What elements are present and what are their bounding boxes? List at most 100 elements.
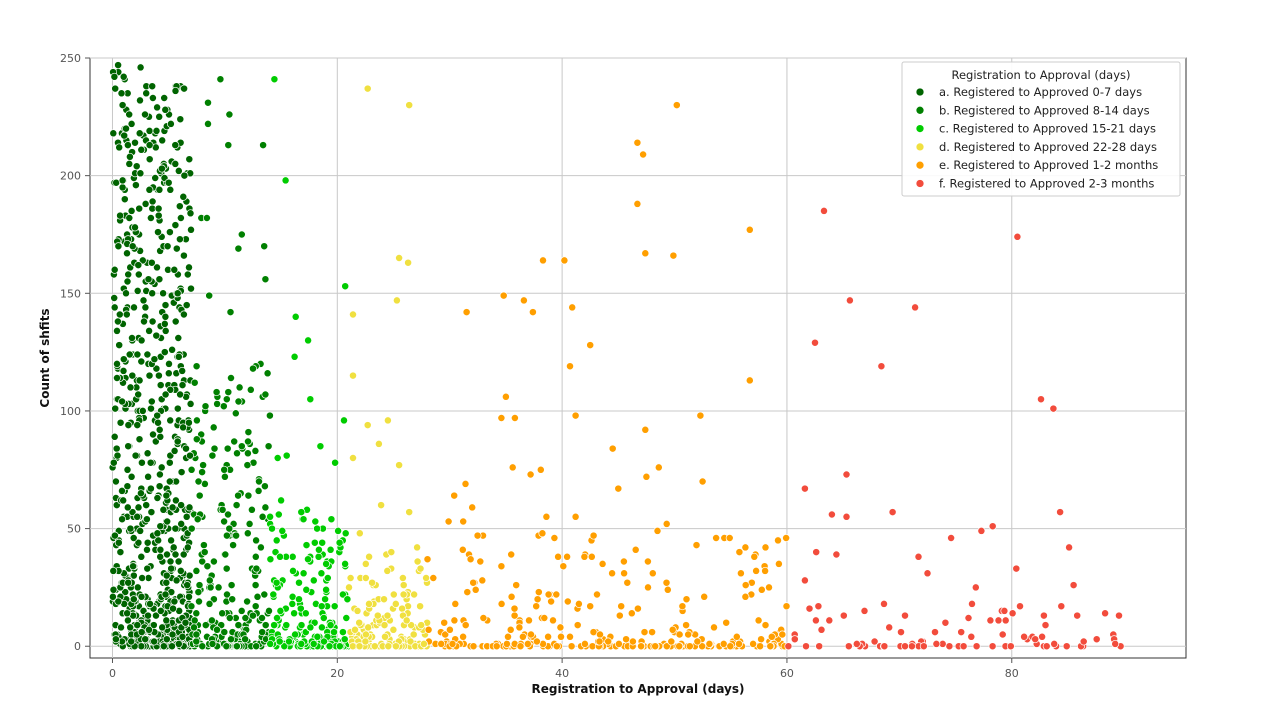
scatter-point (205, 576, 214, 585)
scatter-point (187, 465, 196, 474)
scatter-point (163, 242, 172, 251)
scatter-point (550, 534, 559, 542)
scatter-point (563, 552, 572, 561)
scatter-point (306, 395, 315, 404)
scatter-point (800, 576, 809, 585)
scatter-point (110, 531, 119, 540)
scatter-point (168, 630, 177, 639)
scatter-point (757, 635, 766, 644)
scatter-point (269, 590, 278, 599)
scatter-point (133, 583, 142, 592)
scatter-point (261, 621, 270, 630)
scatter-point (151, 437, 160, 446)
scatter-point (155, 470, 164, 479)
scatter-point (387, 548, 396, 557)
scatter-point (492, 642, 501, 651)
scatter-point (820, 206, 828, 215)
scatter-point (870, 637, 879, 646)
legend-marker (915, 142, 925, 152)
scatter-point (288, 552, 297, 561)
scatter-point (171, 496, 180, 505)
scatter-point (205, 599, 214, 608)
scatter-point (118, 397, 127, 406)
scatter-point (225, 110, 234, 119)
scatter-point (225, 524, 234, 533)
scatter-point (380, 621, 389, 630)
scatter-point (185, 155, 194, 164)
scatter-point (348, 642, 357, 651)
scatter-point (204, 98, 212, 107)
scatter-point (316, 442, 325, 451)
scatter-point (735, 639, 743, 648)
scatter-point (402, 616, 411, 625)
scatter-point (131, 223, 139, 232)
scatter-point (179, 550, 188, 559)
scatter-point (710, 623, 718, 632)
scatter-point (355, 529, 364, 538)
scatter-point (832, 550, 841, 559)
scatter-point (186, 399, 195, 408)
scatter-point (175, 202, 184, 211)
scatter-point (135, 204, 144, 213)
scatter-point (321, 595, 330, 604)
scatter-point (587, 552, 596, 561)
scatter-point (749, 639, 758, 648)
scatter-point (200, 548, 209, 557)
scatter-point (140, 317, 148, 326)
scatter-point (291, 630, 300, 639)
scatter-point (178, 632, 187, 641)
scatter-point (685, 642, 694, 651)
scatter-point (164, 369, 173, 378)
scatter-point (201, 402, 210, 411)
scatter-point (552, 642, 561, 651)
scatter-point (351, 625, 359, 634)
scatter-point (571, 411, 580, 420)
scatter-point (229, 541, 238, 550)
scatter-point (745, 376, 754, 385)
scatter-point (317, 623, 326, 632)
scatter-point (156, 606, 165, 615)
scatter-point (145, 185, 154, 194)
scatter-point (174, 352, 183, 361)
scatter-point (571, 512, 580, 521)
scatter-point (138, 406, 147, 415)
legend-marker (915, 87, 925, 97)
scatter-point (155, 112, 164, 121)
scatter-point (461, 621, 470, 630)
scatter-point (1008, 609, 1017, 618)
scatter-point (195, 491, 204, 500)
scatter-point (295, 578, 303, 587)
scatter-point (800, 484, 809, 493)
scatter-point (142, 515, 151, 524)
scatter-point (349, 454, 357, 462)
scatter-point (598, 559, 607, 568)
scatter-point (113, 359, 121, 368)
scatter-point (260, 590, 269, 599)
scatter-point (182, 444, 190, 453)
scatter-point (137, 357, 146, 366)
scatter-point (556, 623, 565, 632)
scatter-point (137, 628, 146, 637)
scatter-point (176, 214, 185, 222)
scatter-point (957, 628, 966, 637)
scatter-point (155, 482, 164, 491)
scatter-point (179, 251, 188, 260)
scatter-point (152, 331, 161, 340)
scatter-point (119, 355, 128, 364)
scatter-point (168, 345, 177, 354)
scatter-point (523, 639, 532, 648)
scatter-point (377, 501, 386, 510)
scatter-point (165, 359, 173, 368)
scatter-point (330, 628, 338, 637)
scatter-point (266, 555, 275, 564)
scatter-point (614, 484, 623, 493)
scatter-point (538, 529, 547, 538)
scatter-point (145, 126, 154, 135)
scatter-point (429, 574, 438, 582)
legend-marker (915, 179, 925, 188)
scatter-point (1069, 581, 1078, 590)
scatter-point (260, 242, 269, 251)
scatter-point (175, 235, 184, 244)
scatter-point (253, 592, 262, 601)
scatter-point (409, 630, 418, 639)
